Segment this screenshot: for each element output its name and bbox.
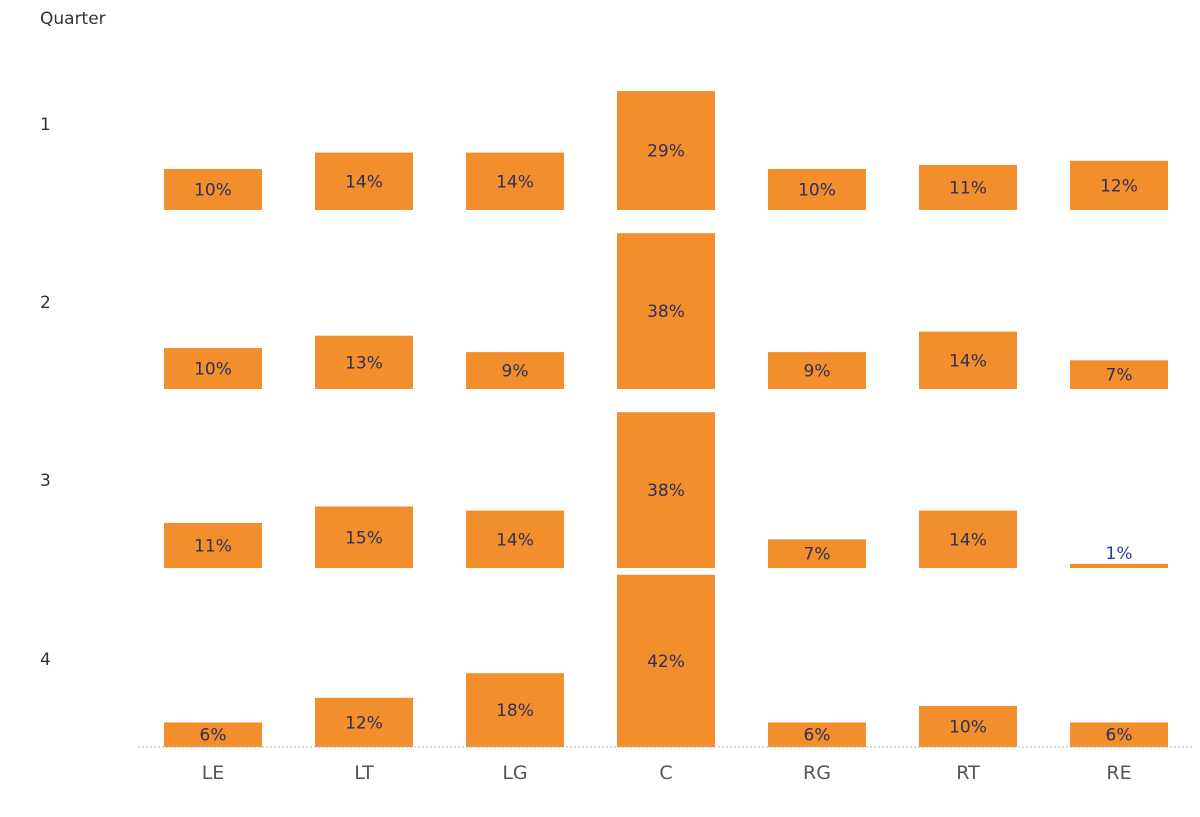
x-tick-label-rt: RT bbox=[956, 762, 980, 784]
row-label-quarter-1: 1 bbox=[40, 115, 51, 135]
x-axis-tick-labels: LE LT LG C RG RT RE bbox=[202, 762, 1132, 784]
data-label-q4-lt: 12% bbox=[345, 713, 383, 733]
quarter-2-row: 10% 13% 9% 38% 9% 14% 7% bbox=[164, 233, 1168, 389]
bar-q4-lg[interactable] bbox=[466, 673, 564, 747]
x-tick-label-c: C bbox=[659, 762, 672, 784]
data-label-q3-lt: 15% bbox=[345, 528, 383, 548]
bar-q2-re[interactable] bbox=[1070, 360, 1168, 389]
bar-q2-lt[interactable] bbox=[315, 335, 413, 389]
bar-q1-c[interactable] bbox=[617, 91, 715, 210]
row-label-quarter-3: 3 bbox=[40, 471, 51, 491]
bar-q2-rt[interactable] bbox=[919, 331, 1017, 389]
row-label-quarter-2: 2 bbox=[40, 293, 51, 313]
x-tick-label-re: RE bbox=[1106, 762, 1131, 784]
data-label-q4-le: 6% bbox=[200, 726, 227, 746]
x-tick-label-lg: LG bbox=[502, 762, 527, 784]
data-label-q3-c: 38% bbox=[647, 481, 685, 501]
bar-q1-lg[interactable] bbox=[466, 152, 564, 210]
data-label-q1-c: 29% bbox=[647, 142, 685, 162]
bar-q2-le[interactable] bbox=[164, 348, 262, 389]
bar-q4-rg[interactable] bbox=[768, 722, 866, 747]
bar-q3-c[interactable] bbox=[617, 412, 715, 568]
x-tick-label-le: LE bbox=[202, 762, 225, 784]
bar-q1-re[interactable] bbox=[1070, 160, 1168, 210]
data-label-q3-lg: 14% bbox=[496, 530, 534, 550]
bar-q1-le[interactable] bbox=[164, 169, 262, 210]
data-label-q2-re: 7% bbox=[1106, 366, 1133, 386]
quarter-1-row: 10% 14% 14% 29% 10% 11% 12% bbox=[164, 91, 1168, 210]
row-labels: 1 2 3 4 bbox=[40, 115, 51, 670]
data-label-q3-rt: 14% bbox=[949, 530, 987, 550]
bar-q1-rt[interactable] bbox=[919, 164, 1017, 210]
bar-q2-rg[interactable] bbox=[768, 352, 866, 389]
data-label-q4-rt: 10% bbox=[949, 718, 987, 738]
data-label-q2-le: 10% bbox=[194, 360, 232, 380]
row-label-quarter-4: 4 bbox=[40, 650, 51, 670]
bar-q4-rt[interactable] bbox=[919, 706, 1017, 747]
data-label-q1-rt: 11% bbox=[949, 178, 987, 198]
data-label-q1-rg: 10% bbox=[798, 181, 836, 201]
bar-panels: 10% 14% 14%29%10% 11% 12%10% 13% 9%38%9%14%7%1… bbox=[164, 91, 1168, 747]
data-label-q3-le: 11% bbox=[194, 536, 232, 556]
quarter-3-row: 11% 15% 14% 38% 7% 14% 1% bbox=[164, 412, 1168, 568]
data-label-q2-c: 38% bbox=[647, 302, 685, 322]
data-label-q1-lt: 14% bbox=[345, 172, 383, 192]
bar-q3-re[interactable] bbox=[1070, 563, 1168, 568]
x-tick-label-rg: RG bbox=[803, 762, 831, 784]
data-label-q3-rg: 7% bbox=[804, 545, 831, 565]
bar-q2-lg[interactable] bbox=[466, 352, 564, 389]
bar-q4-lt[interactable] bbox=[315, 697, 413, 747]
data-label-q2-rg: 9% bbox=[804, 362, 831, 382]
data-label-q1-lg: 14% bbox=[496, 172, 534, 192]
bar-q3-lg[interactable] bbox=[466, 510, 564, 568]
quarter-4-row: 6% 12% 18% 42% 6% 10% 6% bbox=[164, 574, 1168, 747]
data-label-q4-rg: 6% bbox=[804, 726, 831, 746]
bar-q4-c[interactable] bbox=[617, 574, 715, 747]
bar-q4-re[interactable] bbox=[1070, 722, 1168, 747]
data-label-q2-lt: 13% bbox=[345, 353, 383, 373]
row-header-label: Quarter bbox=[40, 9, 106, 29]
bar-q3-rg[interactable] bbox=[768, 539, 866, 568]
data-label-q1-le: 10% bbox=[194, 181, 232, 201]
x-tick-label-lt: LT bbox=[354, 762, 374, 784]
data-label-q2-lg: 9% bbox=[502, 362, 529, 382]
bar-q3-lt[interactable] bbox=[315, 506, 413, 569]
bar-q3-le[interactable] bbox=[164, 522, 262, 568]
data-label-q4-c: 42% bbox=[647, 652, 685, 672]
bar-q2-c[interactable] bbox=[617, 233, 715, 389]
data-label-q3-re: 1% bbox=[1106, 544, 1133, 564]
data-label-q4-re: 6% bbox=[1106, 726, 1133, 746]
bar-q1-rg[interactable] bbox=[768, 169, 866, 210]
bar-q3-rt[interactable] bbox=[919, 510, 1017, 568]
data-label-q4-lg: 18% bbox=[496, 701, 534, 721]
data-label-q1-re: 12% bbox=[1100, 176, 1138, 196]
bar-q4-le[interactable] bbox=[164, 722, 262, 747]
data-label-q2-rt: 14% bbox=[949, 351, 987, 371]
bar-q1-lt[interactable] bbox=[315, 152, 413, 210]
